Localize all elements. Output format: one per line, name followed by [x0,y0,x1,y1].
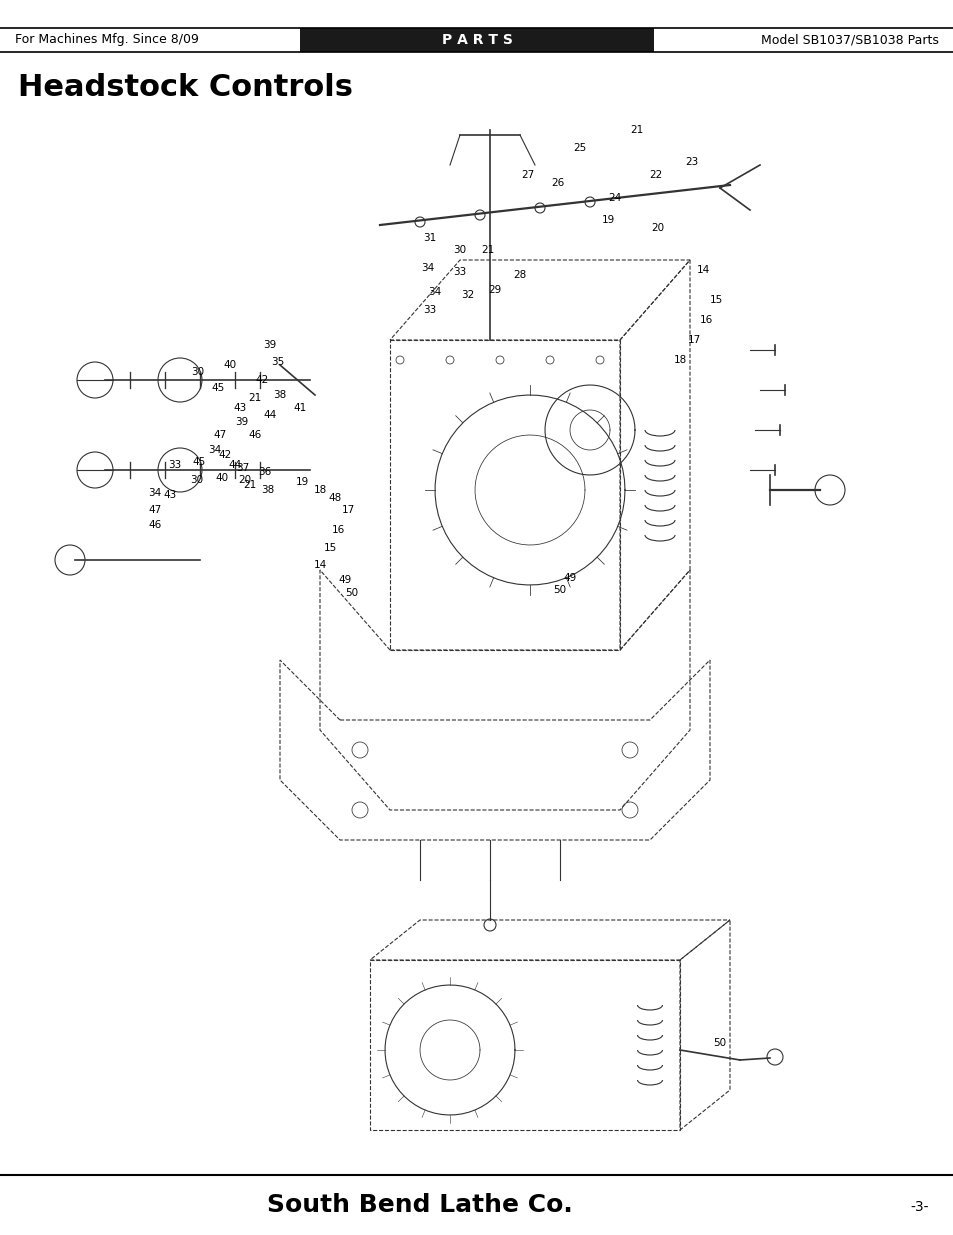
Text: 22: 22 [649,170,662,180]
Text: 14: 14 [313,559,326,571]
Text: 34: 34 [421,263,435,273]
FancyBboxPatch shape [299,28,654,52]
Text: 49: 49 [563,573,576,583]
Text: 16: 16 [331,525,344,535]
Text: 43: 43 [163,490,176,500]
Text: 40: 40 [223,359,236,370]
Text: 17: 17 [341,505,355,515]
Text: Model SB1037/SB1038 Parts: Model SB1037/SB1038 Parts [760,33,938,47]
Text: 33: 33 [423,305,436,315]
Text: 30: 30 [191,475,203,485]
Text: 41: 41 [294,403,306,412]
Text: 32: 32 [461,290,475,300]
Text: 50: 50 [713,1037,726,1049]
Text: 34: 34 [208,445,221,454]
Text: 34: 34 [428,287,441,296]
Text: 20: 20 [238,475,252,485]
Text: 24: 24 [608,193,621,203]
Text: 34: 34 [149,488,161,498]
Text: 14: 14 [696,266,709,275]
Text: -3-: -3- [910,1200,928,1214]
Text: 25: 25 [573,143,586,153]
Circle shape [415,217,424,227]
Text: 16: 16 [699,315,712,325]
Text: 21: 21 [630,125,643,135]
Text: 45: 45 [212,383,224,393]
Text: 48: 48 [328,493,341,503]
Text: 30: 30 [192,367,204,377]
Text: 27: 27 [521,170,534,180]
Text: For Machines Mfg. Since 8/09: For Machines Mfg. Since 8/09 [15,33,198,47]
Text: 43: 43 [233,403,247,412]
Text: 21: 21 [481,245,494,254]
Text: 33: 33 [453,267,466,277]
Text: 42: 42 [255,375,269,385]
Text: 46: 46 [248,430,261,440]
Text: 15: 15 [709,295,721,305]
Text: 19: 19 [600,215,614,225]
Text: P A R T S: P A R T S [441,33,512,47]
Text: 26: 26 [551,178,564,188]
Text: 21: 21 [248,393,261,403]
Text: 28: 28 [513,270,526,280]
Text: 47: 47 [149,505,161,515]
Text: 46: 46 [149,520,161,530]
Text: 29: 29 [488,285,501,295]
Text: 33: 33 [168,459,181,471]
Text: 15: 15 [323,543,336,553]
Text: 47: 47 [213,430,227,440]
Text: 38: 38 [274,390,286,400]
Text: 17: 17 [687,335,700,345]
Text: 36: 36 [258,467,272,477]
Text: 30: 30 [453,245,466,254]
Text: 42: 42 [218,450,232,459]
Text: 21: 21 [243,480,256,490]
Text: 39: 39 [263,340,276,350]
Text: 18: 18 [313,485,326,495]
Text: 44: 44 [228,459,241,471]
Text: 40: 40 [215,473,229,483]
Text: 20: 20 [651,224,664,233]
Text: 38: 38 [261,485,274,495]
Text: Headstock Controls: Headstock Controls [18,74,353,103]
Text: South Bend Lathe Co.: South Bend Lathe Co. [267,1193,572,1216]
Text: 49: 49 [338,576,352,585]
Text: 37: 37 [236,463,250,473]
Circle shape [535,203,544,212]
Text: 45: 45 [193,457,206,467]
Circle shape [584,198,595,207]
Text: 50: 50 [345,588,358,598]
Text: 31: 31 [423,233,436,243]
Text: 19: 19 [295,477,309,487]
Text: 44: 44 [263,410,276,420]
Text: 39: 39 [235,417,249,427]
Text: 50: 50 [553,585,566,595]
Text: 23: 23 [684,157,698,167]
Text: 18: 18 [673,354,686,366]
Circle shape [475,210,484,220]
Text: 35: 35 [271,357,284,367]
